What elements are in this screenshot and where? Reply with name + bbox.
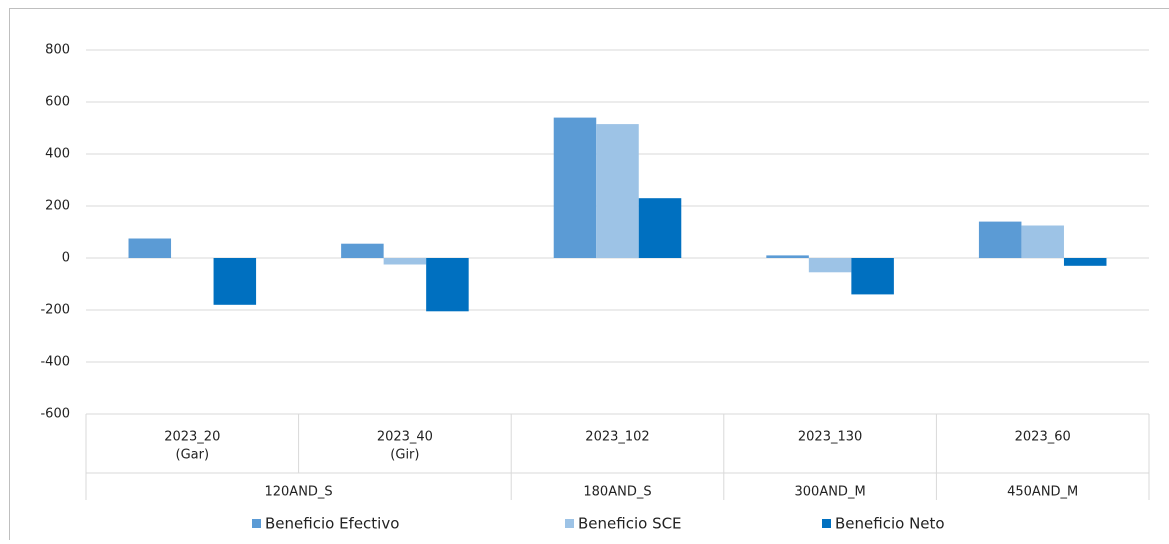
group-label: 450AND_M [1007,485,1078,500]
bar [214,258,257,305]
bar [851,258,894,294]
legend-swatch [252,519,261,528]
x-tick-label: 2023_20 [164,430,220,445]
x-tick-label: (Gir) [390,448,419,463]
bar [129,239,172,259]
y-tick-label: 200 [45,199,70,214]
group-label: 120AND_S [264,485,332,500]
legend-label: Beneficio SCE [578,515,682,533]
x-tick-label: (Gar) [176,448,210,463]
bar [639,198,682,258]
x-tick-label: 2023_130 [798,430,862,445]
bar [596,124,639,258]
bar [1064,258,1107,266]
legend-swatch [565,519,574,528]
bar [1021,226,1064,259]
y-tick-label: -600 [40,407,70,422]
y-tick-label: -200 [40,303,70,318]
bar [384,258,427,265]
legend-label: Beneficio Neto [835,515,945,533]
bar [766,255,809,258]
x-tick-label: 2023_60 [1015,430,1071,445]
legend-swatch [822,519,831,528]
y-tick-label: -400 [40,355,70,370]
bar [426,258,469,311]
y-tick-label: 600 [45,95,70,110]
x-tick-label: 2023_102 [585,430,649,445]
group-label: 180AND_S [583,485,651,500]
bar [341,244,384,258]
group-label: 300AND_M [795,485,866,500]
x-tick-label: 2023_40 [377,430,433,445]
bar [979,222,1022,258]
legend-label: Beneficio Efectivo [265,515,399,533]
bar [809,258,852,272]
bar [554,118,597,258]
y-tick-label: 0 [62,251,70,266]
y-tick-label: 400 [45,147,70,162]
y-tick-label: 800 [45,43,70,58]
